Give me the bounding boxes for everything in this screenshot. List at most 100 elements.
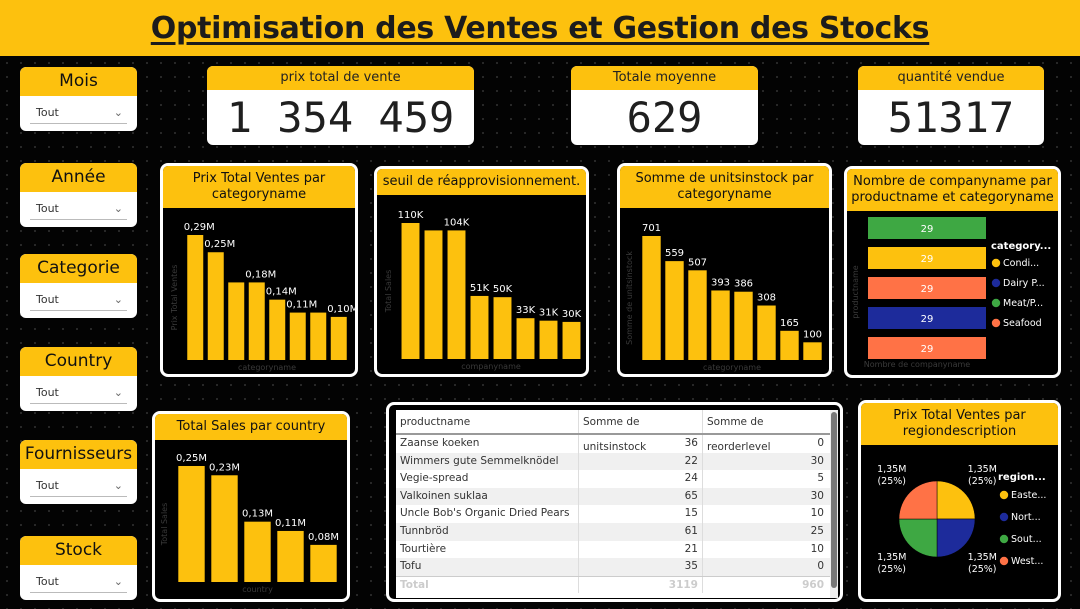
- chevron-down-icon[interactable]: ⌄: [113, 106, 123, 119]
- table-scrollbar[interactable]: [830, 410, 838, 598]
- table-row[interactable]: Vegie-spread 24 5: [396, 470, 830, 488]
- chart-prix-total-ventes-par-category[interactable]: Prix Total Ventes par categoryname categ…: [160, 163, 358, 377]
- bar[interactable]: [248, 282, 265, 360]
- chart-nombre-companyname[interactable]: Nombre de companyname par productname et…: [844, 166, 1061, 378]
- bar-data-label: 0,13M: [242, 509, 273, 520]
- column-header[interactable]: productname: [396, 410, 579, 433]
- table-row[interactable]: Uncle Bob's Organic Dried Pears 15 10: [396, 505, 830, 523]
- bar[interactable]: [211, 475, 238, 582]
- kpi-quantite-vendue: quantité vendue 51317: [858, 66, 1044, 145]
- bar[interactable]: [187, 235, 204, 360]
- x-axis-label: companyname: [461, 362, 521, 371]
- slicer-title: Mois: [20, 67, 137, 96]
- bar[interactable]: [665, 261, 684, 360]
- chart-total-sales-par-country[interactable]: Total Sales par country country Total Sal…: [152, 411, 350, 602]
- bar[interactable]: [289, 312, 306, 360]
- bar[interactable]: [780, 330, 799, 360]
- bar-data-label: 33K: [516, 305, 536, 316]
- pie-slice[interactable]: [936, 518, 976, 558]
- bar[interactable]: [868, 217, 986, 239]
- slicer-dropdown[interactable]: Tout ⌄: [30, 200, 127, 220]
- column-header[interactable]: Somme de unitsinstock: [579, 410, 703, 453]
- bar[interactable]: [539, 320, 558, 359]
- chevron-down-icon[interactable]: ⌄: [113, 293, 123, 306]
- slicer-fournisseurs[interactable]: Fournisseurs Tout ⌄: [20, 440, 137, 504]
- legend-item: Meat/P...: [1003, 298, 1043, 309]
- bar[interactable]: [178, 466, 205, 582]
- bar[interactable]: [447, 230, 466, 359]
- products-table-card[interactable]: productname Somme de unitsinstock Somme …: [386, 402, 843, 602]
- chart-seuil-reapprovisionnement[interactable]: seuil de réapprovisionnement. companynam…: [374, 166, 589, 377]
- bar[interactable]: [310, 544, 337, 582]
- bar[interactable]: [330, 316, 347, 360]
- bar[interactable]: [711, 290, 730, 360]
- chevron-down-icon[interactable]: ⌄: [113, 479, 123, 492]
- bar[interactable]: [310, 312, 327, 360]
- bar[interactable]: [401, 223, 420, 359]
- bar[interactable]: [244, 521, 271, 582]
- bar[interactable]: [757, 305, 776, 360]
- table-row[interactable]: Tunnbröd 61 25: [396, 522, 830, 541]
- bar-data-label: 50K: [493, 284, 513, 295]
- slicer-dropdown[interactable]: Tout ⌄: [30, 573, 127, 593]
- slicer-categorie[interactable]: Categorie Tout ⌄: [20, 254, 137, 318]
- bar[interactable]: [228, 282, 245, 360]
- table-row[interactable]: Tofu 35 0: [396, 558, 830, 576]
- bar[interactable]: [424, 230, 443, 359]
- table-row[interactable]: Tourtière 21 10: [396, 540, 830, 559]
- chart-unitsinstock-par-category[interactable]: Somme de unitsinstock par categoryname c…: [617, 163, 832, 377]
- x-axis-label: Nombre de companyname: [864, 360, 971, 369]
- slicer-mois[interactable]: Mois Tout ⌄: [20, 67, 137, 131]
- kpi-title: quantité vendue: [858, 66, 1044, 90]
- table-row[interactable]: Valkoinen suklaa 65 30: [396, 487, 830, 506]
- slicer-title: Fournisseurs: [20, 440, 137, 469]
- column-header[interactable]: Somme de reorderlevel: [707, 416, 771, 453]
- chart-title: Total Sales par country: [155, 414, 347, 440]
- chart-prix-par-region[interactable]: Prix Total Ventes par regiondescription …: [858, 400, 1061, 602]
- bar[interactable]: [868, 247, 986, 269]
- bar-chart[interactable]: categoryname Prix Total Ventes 0,29M 0,25M 0…: [163, 166, 355, 374]
- table-cell: 10: [810, 507, 824, 520]
- chevron-down-icon[interactable]: ⌄: [113, 575, 123, 588]
- slicer-stock[interactable]: Stock Tout ⌄: [20, 536, 137, 600]
- table-cell: Tunnbröd: [396, 522, 579, 541]
- bar[interactable]: [516, 318, 535, 359]
- pie-slice[interactable]: [936, 480, 976, 520]
- bar[interactable]: [470, 295, 489, 359]
- pie-slice[interactable]: [898, 518, 938, 558]
- bar-data-label: 0,25M: [176, 453, 207, 464]
- slicer-dropdown[interactable]: Tout ⌄: [30, 384, 127, 404]
- slicer-annee[interactable]: Année Tout ⌄: [20, 163, 137, 227]
- pie-slice[interactable]: [898, 480, 938, 520]
- products-table[interactable]: productname Somme de unitsinstock Somme …: [396, 410, 830, 598]
- table-row[interactable]: Zaanse koeken 36 0: [396, 435, 830, 453]
- table-row[interactable]: Wimmers gute Semmelknödel 22 30: [396, 452, 830, 471]
- bar[interactable]: [493, 297, 512, 359]
- bar[interactable]: [688, 270, 707, 360]
- chevron-down-icon[interactable]: ⌄: [113, 386, 123, 399]
- bar[interactable]: [277, 530, 304, 582]
- bar[interactable]: [269, 299, 286, 360]
- bar[interactable]: [562, 321, 581, 359]
- slice-percent-label: (25%): [968, 564, 997, 575]
- bar[interactable]: [868, 277, 986, 299]
- bar[interactable]: [734, 291, 753, 360]
- pie-chart[interactable]: 1,35M(25%)1,35M(25%)1,35M(25%)1,35M(25%)…: [861, 403, 1058, 599]
- bar[interactable]: [642, 236, 661, 360]
- bar-chart-horizontal[interactable]: productname Nombre de companyname 29 29 29 29…: [847, 169, 1058, 375]
- bar[interactable]: [207, 252, 224, 360]
- chevron-down-icon[interactable]: ⌄: [113, 202, 123, 215]
- legend-marker: [991, 298, 1001, 308]
- slicer-dropdown[interactable]: Tout ⌄: [30, 291, 127, 311]
- slicer-dropdown[interactable]: Tout ⌄: [30, 477, 127, 497]
- bar[interactable]: [803, 342, 822, 360]
- bar[interactable]: [868, 337, 986, 359]
- bar[interactable]: [868, 307, 986, 329]
- slicer-country[interactable]: Country Tout ⌄: [20, 347, 137, 411]
- bar-data-label: 29: [921, 344, 934, 355]
- slicer-dropdown[interactable]: Tout ⌄: [30, 104, 127, 124]
- scrollbar-thumb[interactable]: [831, 412, 837, 588]
- bar-chart[interactable]: categoryname Somme de unitsinstock 701 559 5…: [620, 166, 829, 374]
